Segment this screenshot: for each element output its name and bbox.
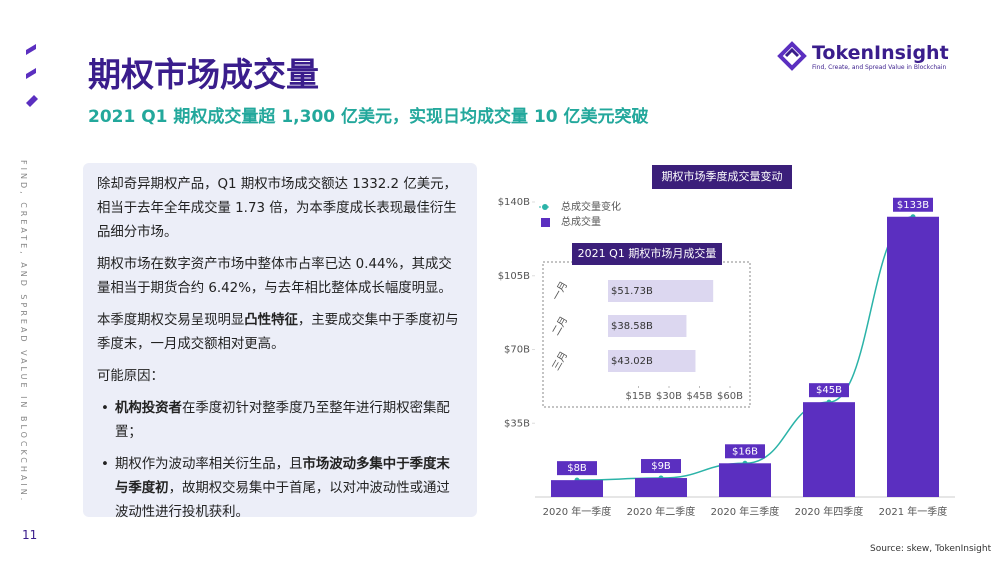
paragraph: 除却奇异期权产品，Q1 期权市场成交额达 1332.2 亿美元，相当于去年全年成… <box>97 173 463 245</box>
text-segment: 期权作为波动率相关衍生品，且 <box>115 457 303 472</box>
bar <box>635 478 687 497</box>
bar <box>719 463 771 497</box>
text-segment: 期权市场在数字资产市场中整体市占率已达 0.44%，其成交量相当于期货合约 6.… <box>97 257 452 296</box>
data-label: $51.73B <box>611 286 653 297</box>
chart-title: 期权市场季度成交量变动 <box>662 169 783 183</box>
data-label: $45B <box>816 385 842 396</box>
y-tick-label: $140B <box>498 197 530 208</box>
tagline: Find, Create, and Spread Value in Blockc… <box>812 64 947 71</box>
logo: TokenInsight <box>812 42 949 64</box>
data-label: $16B <box>732 446 758 457</box>
paragraph: 本季度期权交易呈现明显凸性特征，主要成交集中于季度初与季度末，一月成交额相对更高… <box>97 309 463 357</box>
legend-dot <box>542 204 548 210</box>
text-segment: ，故期权交易集中于首尾，以对冲波动性或通过波动性进行投机获利。 <box>115 481 450 520</box>
text-segment: 除却奇异期权产品，Q1 期权市场成交额达 1332.2 亿美元，相当于去年全年成… <box>97 177 457 240</box>
chart-title-bg <box>652 165 792 189</box>
x-tick-label: 2020 年三季度 <box>711 505 780 518</box>
x-tick-label: 2020 年一季度 <box>543 505 612 518</box>
x-tick-label: 2020 年四季度 <box>795 505 864 518</box>
x-tick-label: 2021 年一季度 <box>879 505 948 518</box>
y-tick-label: $70B <box>504 345 530 356</box>
label-bg <box>641 459 681 474</box>
data-label: $8B <box>567 463 587 474</box>
data-label: $9B <box>651 461 671 472</box>
text-segment: 凸性特征 <box>244 313 298 328</box>
legend-label: 总成交量变化 <box>561 200 621 213</box>
label-bg <box>557 461 597 476</box>
side-text: FIND, CREATE, AND SPREAD VALUE IN BLOCKC… <box>19 160 28 504</box>
y-tick-label: $35B <box>504 418 530 429</box>
x-tick-label: $15B <box>626 391 652 402</box>
source: Source: skew, TokenInsight <box>870 544 992 554</box>
bar <box>608 350 696 372</box>
inset-title-bg <box>572 243 722 265</box>
text-segment: 机构投资者 <box>115 401 182 416</box>
logo-icon <box>777 41 807 71</box>
bullet: 期权作为波动率相关衍生品，且市场波动多集中于季度末与季度初，故期权交易集中于首尾… <box>97 453 463 525</box>
bar <box>608 315 687 337</box>
label-bg <box>809 383 849 398</box>
data-label: $38.58B <box>611 321 653 332</box>
bar <box>608 280 714 302</box>
inset-title: 2021 Q1 期权市场月成交量 <box>578 246 717 260</box>
text-segment: 市场波动多集中于季度末与季度初 <box>115 457 450 496</box>
data-label: $133B <box>897 200 929 211</box>
bar <box>803 402 855 497</box>
text-box: 除却奇异期权产品，Q1 期权市场成交额达 1332.2 亿美元，相当于去年全年成… <box>83 163 477 520</box>
legend-label: 总成交量 <box>561 215 601 228</box>
decor <box>26 44 38 107</box>
bar <box>887 216 939 497</box>
text-segment: ，主要成交集中于季度初与季度末，一月成交额相对更高。 <box>97 313 459 352</box>
text-segment: 可能原因： <box>97 369 164 384</box>
bar <box>551 480 603 497</box>
y-tick-label: $105B <box>498 271 530 282</box>
title: 期权市场成交量 <box>88 55 319 94</box>
page-number: 11 <box>22 528 38 542</box>
x-tick-label: $30B <box>656 391 682 402</box>
paragraph: 期权市场在数字资产市场中整体市占率已达 0.44%，其成交量相当于期货合约 6.… <box>97 253 463 301</box>
x-tick-label: 2020 年二季度 <box>627 505 696 518</box>
legend-swatch <box>541 218 550 227</box>
label-bg <box>893 197 933 212</box>
x-tick-label: $60B <box>717 391 743 402</box>
text-segment: 本季度期权交易呈现明显 <box>97 313 245 328</box>
paragraph: 可能原因： <box>97 365 463 389</box>
bullet: 机构投资者在季度初针对整季度乃至整年进行期权密集配置； <box>97 397 463 445</box>
label-bg <box>725 444 765 459</box>
subtitle: 2021 Q1 期权成交量超 1,300 亿美元，实现日均成交量 10 亿美元突… <box>88 107 649 127</box>
data-label: $43.02B <box>611 356 653 367</box>
text-segment: 在季度初针对整季度乃至整年进行期权密集配置； <box>115 401 450 440</box>
x-tick-label: $45B <box>687 391 713 402</box>
